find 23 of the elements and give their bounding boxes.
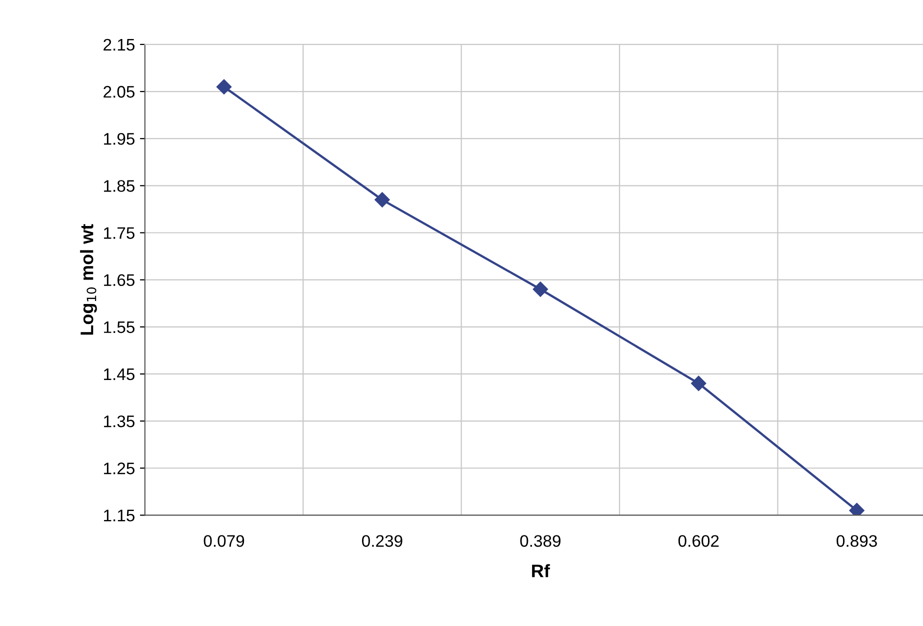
point [216,79,232,94]
y-tick-label: 1.35 [104,415,134,428]
y-axis-title: Log$_{10}$ mol wt [80,224,97,335]
y-tick-label: 1.45 [104,368,134,380]
x-axis-title: Rf [532,564,550,578]
x-tick-label: 0.602 [678,535,719,547]
point [849,502,864,516]
point [691,376,706,391]
x-tick-label: 0.893 [836,535,877,547]
x-tick-label: 0.239 [362,535,402,547]
y-tick-label: 1.65 [104,274,134,286]
y-tick-label: 1.25 [104,462,134,474]
y-tick-label: 2.05 [104,86,134,98]
x-tick-label: 0.079 [204,535,244,547]
y-tick-label: 1.85 [104,180,134,192]
point [532,282,548,297]
y-tick-label: 2.15 [104,38,134,51]
y-tick-label: 1.15 [104,510,134,522]
x-tick-label: 0.389 [520,535,560,547]
y-tick-label: 1.75 [104,227,134,239]
y-tick-label: 1.55 [104,321,134,334]
y-tick-label: 1.95 [104,132,134,145]
point [374,192,390,208]
